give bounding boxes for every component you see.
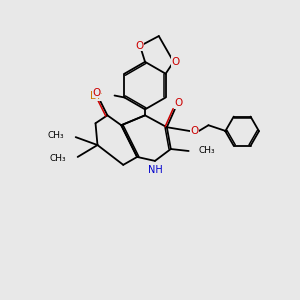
Text: O: O: [171, 57, 180, 67]
Text: O: O: [190, 126, 199, 136]
Text: CH₃: CH₃: [49, 154, 66, 164]
Text: O: O: [92, 88, 101, 98]
Text: CH₃: CH₃: [47, 130, 64, 140]
Text: CH₃: CH₃: [199, 146, 215, 155]
Text: O: O: [175, 98, 183, 108]
Text: O: O: [135, 41, 143, 51]
Text: Br: Br: [90, 91, 102, 100]
Text: NH: NH: [148, 165, 162, 175]
